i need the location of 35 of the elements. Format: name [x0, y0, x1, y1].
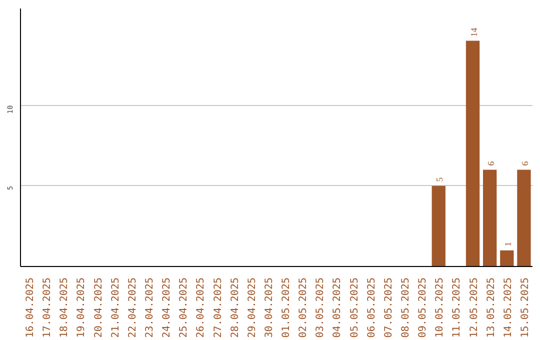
x-tick-label: 19.04.2025: [76, 277, 88, 338]
x-tick-label: 10.05.2025: [434, 277, 446, 338]
x-tick-label: 26.04.2025: [196, 277, 207, 338]
x-tick-label: 14.05.2025: [502, 277, 514, 338]
x-tick-label: 20.04.2025: [93, 277, 104, 338]
x-tick-label: 01.05.2025: [281, 277, 292, 338]
x-tick-label: 25.04.2025: [178, 277, 190, 338]
x-tick-label: 28.04.2025: [230, 277, 241, 338]
x-tick-label: 05.05.2025: [349, 277, 360, 338]
x-tick-label: 24.04.2025: [162, 277, 173, 338]
x-tick-label: 09.05.2025: [418, 277, 429, 338]
x-tick-label: 13.05.2025: [486, 277, 497, 338]
data-label: 5: [434, 176, 445, 182]
x-tick-label: 15.05.2025: [520, 277, 531, 338]
data-label: 1: [502, 242, 513, 246]
x-tick-label: 02.05.2025: [298, 277, 310, 338]
x-tick-label: 16.04.2025: [25, 277, 36, 338]
data-label: 14: [468, 27, 479, 37]
x-tick-label: 11.05.2025: [452, 277, 463, 338]
data-label: 6: [520, 160, 530, 166]
x-tick-label: 27.04.2025: [212, 277, 224, 338]
x-tick-label: 08.05.2025: [400, 277, 412, 338]
data-label: 6: [486, 160, 496, 166]
x-tick-label: 07.05.2025: [383, 277, 394, 338]
x-tick-label: 29.04.2025: [246, 277, 258, 338]
x-tick-label: 18.04.2025: [59, 277, 70, 338]
x-tick-label: 22.04.2025: [127, 277, 138, 338]
x-tick-label: 17.04.2025: [42, 277, 54, 338]
x-tick-label: 06.05.2025: [366, 277, 378, 338]
x-tick-label: 21.04.2025: [110, 277, 122, 338]
x-tick-label: 04.05.2025: [332, 277, 344, 338]
x-tick-label: 30.04.2025: [264, 277, 275, 338]
x-tick-label: 12.05.2025: [468, 277, 480, 338]
x-tick-label: 23.04.2025: [144, 277, 156, 338]
x-tick-label: 03.05.2025: [315, 277, 326, 338]
